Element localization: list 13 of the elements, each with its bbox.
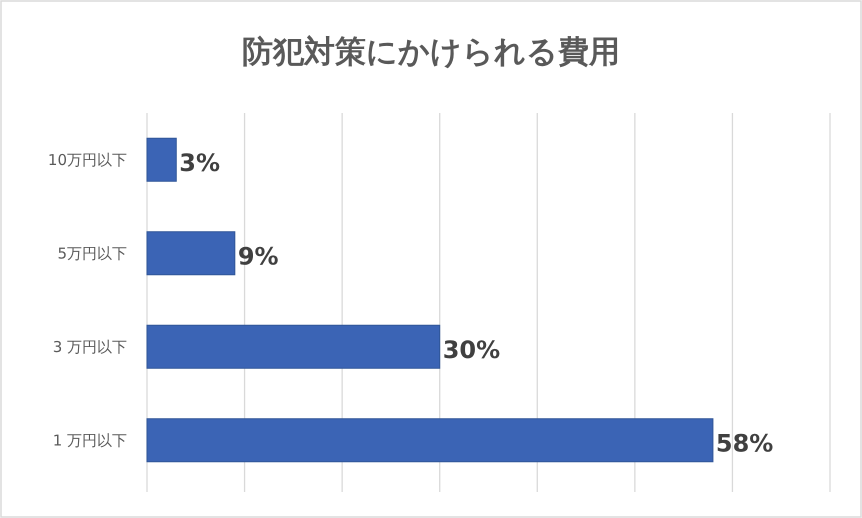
y-tick-label: 1 万円以下 <box>52 431 127 450</box>
bar <box>146 418 714 462</box>
y-tick-label: 5万円以下 <box>57 244 127 262</box>
data-label: 3% <box>179 148 220 177</box>
bar <box>146 231 236 276</box>
data-label: 58% <box>716 429 774 458</box>
y-tick-label: 3 万円以下 <box>52 338 127 356</box>
bar <box>146 324 440 369</box>
y-tick-label: 10万円以下 <box>48 150 127 169</box>
chart-title: 防犯対策にかけられる費用 <box>242 34 620 70</box>
bar <box>146 138 177 182</box>
data-label: 30% <box>442 336 500 364</box>
data-label: 9% <box>238 242 279 270</box>
